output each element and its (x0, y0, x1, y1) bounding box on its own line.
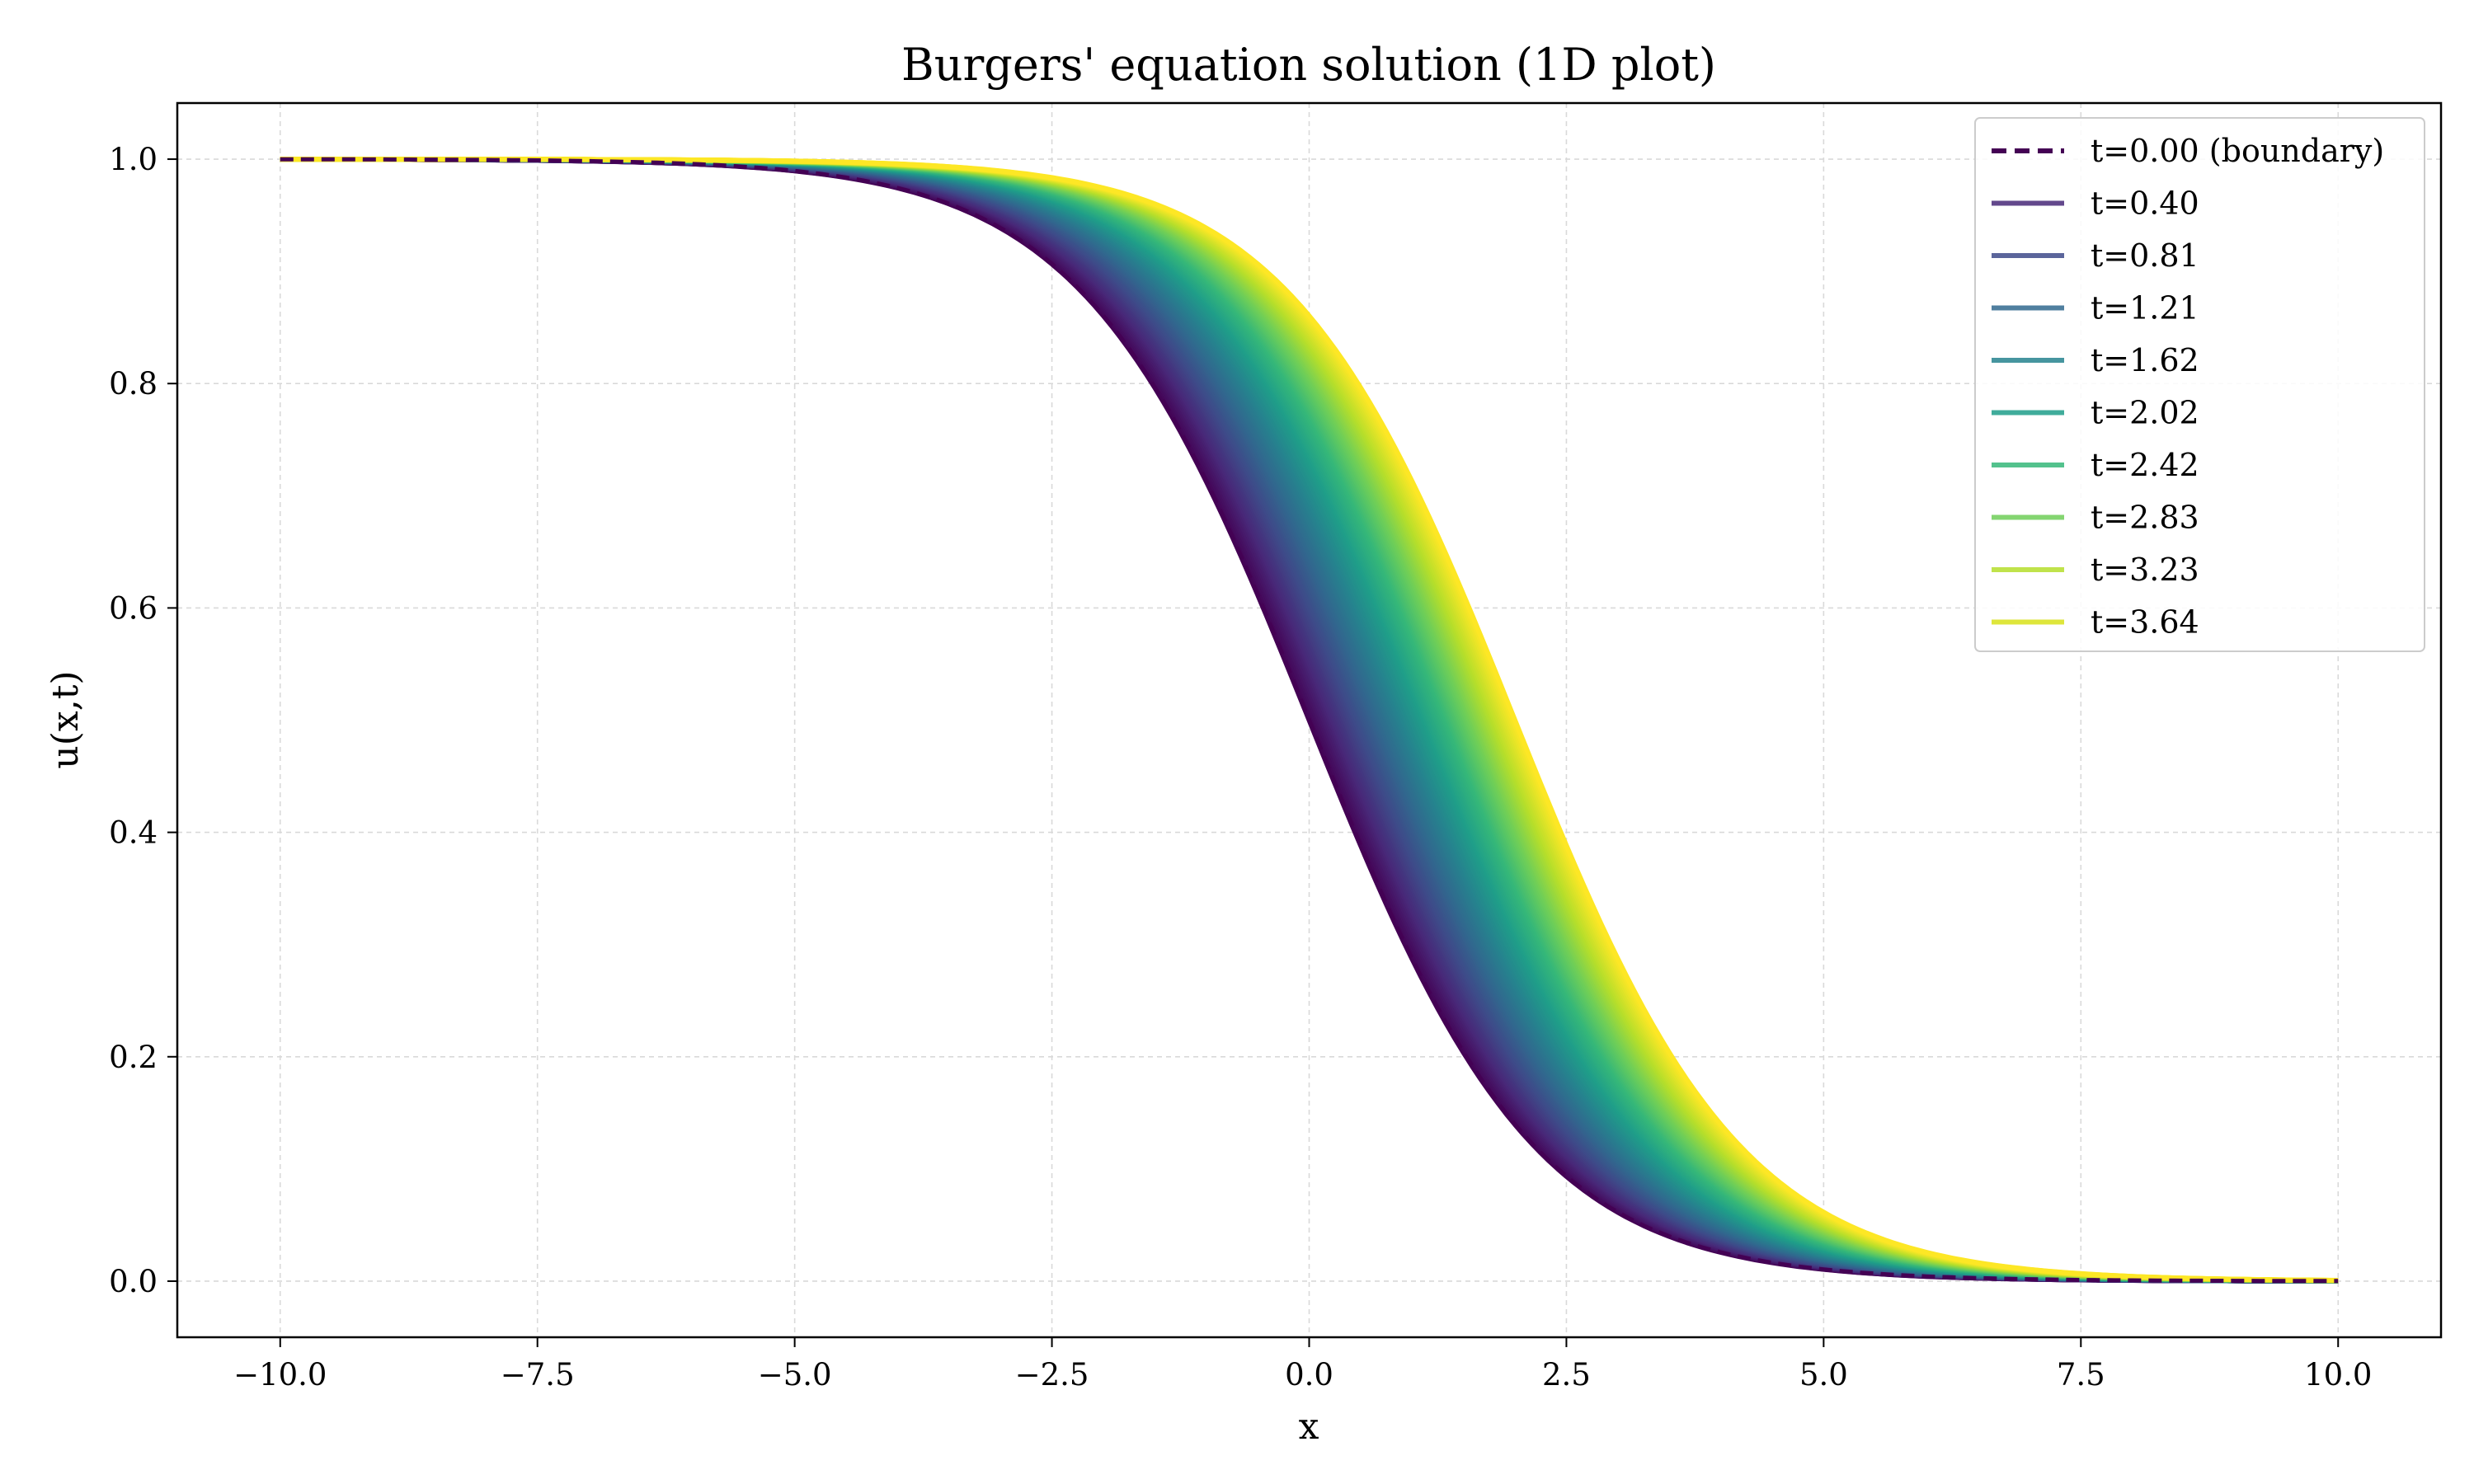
y-tick-label: 0.6 (109, 590, 158, 626)
ticks: −10.0 −7.5 −5.0 −2.5 0.0 2.5 5.0 7.5 10.0 0.0 0.2 0… (109, 142, 2372, 1392)
legend-label: t=2.42 (2091, 447, 2199, 483)
chart-title: Burgers' equation solution (1D plot) (901, 39, 1716, 91)
legend-label: t=0.40 (2091, 186, 2199, 222)
legend-label: t=1.21 (2091, 290, 2199, 326)
x-tick-label: −2.5 (1015, 1357, 1089, 1392)
y-tick-label: 1.0 (109, 142, 158, 177)
legend-label: t=2.83 (2091, 500, 2199, 536)
x-tick-label: 2.5 (1542, 1357, 1591, 1392)
boundary-curve (280, 157, 2339, 1284)
y-tick-label: 0.0 (109, 1264, 158, 1299)
legend-label: t=1.62 (2091, 342, 2199, 378)
legend-box (1974, 117, 2425, 652)
legend-label: t=2.02 (2091, 395, 2199, 431)
x-tick-label: 7.5 (2057, 1357, 2105, 1392)
legend-label: t=0.00 (boundary) (2091, 133, 2384, 169)
legend-label: t=3.64 (2091, 604, 2199, 641)
legend-label: t=0.81 (2091, 237, 2199, 274)
y-axis-label: u(x,t) (45, 670, 87, 768)
solution-curve (280, 157, 2339, 1283)
x-tick-label: −5.0 (758, 1357, 832, 1392)
curves (280, 157, 2339, 1284)
legend-label: t=3.23 (2091, 552, 2199, 588)
x-tick-label: −10.0 (233, 1357, 327, 1392)
grid (177, 103, 2441, 1337)
x-axis-label: x (1299, 1406, 1319, 1448)
x-tick-label: 5.0 (1799, 1357, 1848, 1392)
y-tick-label: 0.2 (109, 1040, 158, 1075)
x-tick-label: 0.0 (1285, 1357, 1333, 1392)
x-tick-label: 10.0 (2304, 1357, 2372, 1392)
x-tick-label: −7.5 (501, 1357, 575, 1392)
y-tick-label: 0.8 (109, 366, 158, 402)
legend: t=0.00 (boundary) t=0.40 t=0.81 t=1.21 t=1.6… (1974, 117, 2425, 652)
y-tick-label: 0.4 (109, 815, 158, 851)
